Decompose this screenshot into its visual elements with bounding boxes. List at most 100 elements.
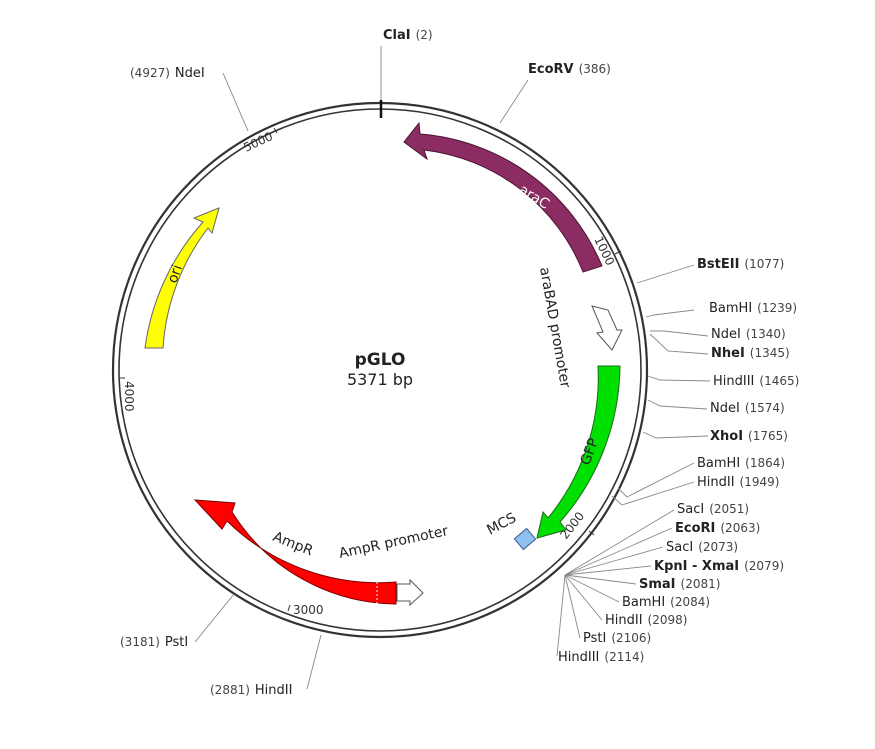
svg-text:XhoI(1765): XhoI (1765) — [710, 429, 788, 444]
restriction-site-saci[interactable]: SacI (2073) — [666, 540, 738, 555]
site-name: BamHI — [697, 456, 740, 471]
restriction-site-hindii[interactable]: HindII (1949) — [697, 475, 779, 490]
tick-label-3000: 3000 — [293, 603, 324, 617]
tick-mark-1000 — [614, 250, 622, 255]
site-position: (3181) — [120, 635, 160, 649]
restriction-site-clai[interactable]: ClaI (2) — [383, 28, 433, 43]
svg-text:BamHI(2084): BamHI (2084) — [622, 595, 710, 610]
svg-text:(3181)PstI: (3181) PstI — [120, 635, 188, 650]
site-name: HindIII — [713, 374, 754, 389]
site-position: (4927) — [130, 66, 170, 80]
restriction-site-xhoi[interactable]: XhoI (1765) — [710, 429, 788, 444]
site-position: (2084) — [670, 595, 710, 609]
site-name: XhoI — [710, 429, 743, 444]
site-position: (1574) — [745, 401, 785, 415]
restriction-site-ecori[interactable]: EcoRI (2063) — [675, 521, 760, 536]
site-name: BstEII — [697, 257, 739, 272]
restriction-site-hindii-2881[interactable]: (2881) HindII — [210, 683, 292, 698]
restriction-site-hindiii[interactable]: HindIII (2114) — [558, 650, 644, 665]
site-position: (1949) — [740, 475, 780, 489]
tick-mark-2000 — [588, 530, 595, 536]
svg-text:(2881)HindII: (2881) HindII — [210, 683, 292, 698]
site-position: (2073) — [698, 540, 738, 554]
site-position: (1345) — [750, 346, 790, 360]
svg-text:SacI(2073): SacI (2073) — [666, 540, 738, 555]
site-position: (2881) — [210, 683, 250, 697]
svg-text:ClaI(2): ClaI (2) — [383, 28, 433, 43]
arabad-promoter-label: araBAD promoter — [536, 266, 573, 389]
site-position: (1077) — [744, 257, 784, 271]
ampr-feature-arrow[interactable] — [193, 499, 397, 605]
site-name: NdeI — [711, 327, 741, 342]
restriction-site-bamhi[interactable]: BamHI (2084) — [622, 595, 710, 610]
ampr-promoter-arrow[interactable] — [396, 578, 424, 607]
ampr-promoter-label: AmpR promoter — [338, 523, 450, 562]
svg-text:EcoRV(386): EcoRV (386) — [528, 62, 611, 77]
site-leader-lines — [194, 46, 711, 690]
site-name: EcoRI — [675, 521, 715, 536]
restriction-site-psti[interactable]: PstI (2106) — [583, 631, 651, 646]
restriction-site-ecorv[interactable]: EcoRV (386) — [528, 62, 611, 77]
restriction-site-bamhi[interactable]: BamHI (1239) — [709, 301, 797, 316]
tick-mark-3000 — [287, 604, 291, 612]
svg-text:BamHI(1239): BamHI (1239) — [709, 301, 797, 316]
restriction-site-smai[interactable]: SmaI (2081) — [639, 577, 720, 592]
site-name: NdeI — [710, 401, 740, 416]
restriction-site-bamhi[interactable]: BamHI (1864) — [697, 456, 785, 471]
restriction-site-nhei[interactable]: NheI (1345) — [711, 346, 790, 361]
restriction-site-ndei-4927[interactable]: (4927) NdeI — [130, 66, 205, 81]
svg-text:BstEII(1077): BstEII (1077) — [697, 257, 784, 272]
svg-text:HindIII(1465): HindIII (1465) — [713, 374, 799, 389]
restriction-site-ndei[interactable]: NdeI (1340) — [711, 327, 786, 342]
tick-label-4000: 4000 — [122, 381, 136, 412]
svg-text:PstI(2106): PstI (2106) — [583, 631, 651, 646]
site-position: (2114) — [604, 650, 644, 664]
restriction-site-hindiii[interactable]: HindIII (1465) — [713, 374, 799, 389]
plasmid-name: pGLO — [355, 350, 406, 370]
site-position: (1340) — [746, 327, 786, 341]
restriction-site-ndei[interactable]: NdeI (1574) — [710, 401, 785, 416]
site-name: SmaI — [639, 577, 676, 592]
site-position: (1465) — [759, 374, 799, 388]
site-name: KpnI - XmaI — [654, 559, 739, 574]
restriction-site-hindii[interactable]: HindII (2098) — [605, 613, 687, 628]
site-name: HindIII — [558, 650, 599, 665]
svg-text:HindII(2098): HindII (2098) — [605, 613, 687, 628]
site-name: HindII — [697, 475, 735, 490]
arabad-promoter-arrow[interactable] — [591, 305, 623, 351]
svg-text:BamHI(1864): BamHI (1864) — [697, 456, 785, 471]
site-name: PstI — [165, 635, 188, 650]
arac-feature-arrow[interactable] — [403, 121, 603, 273]
svg-text:HindIII(2114): HindIII (2114) — [558, 650, 644, 665]
site-position: (2051) — [709, 502, 749, 516]
restriction-site-bsteii[interactable]: BstEII (1077) — [697, 257, 784, 272]
svg-text:EcoRI(2063): EcoRI (2063) — [675, 521, 760, 536]
tick-mark-5000 — [273, 127, 278, 134]
svg-text:NheI(1345): NheI (1345) — [711, 346, 790, 361]
site-position: (1864) — [745, 456, 785, 470]
ori-feature-label: ori — [165, 263, 186, 286]
site-position: (2098) — [648, 613, 688, 627]
mcs-feature-label: MCS — [484, 510, 519, 539]
plasmid-size: 5371 bp — [347, 370, 413, 389]
ampr-feature-label: AmpR — [271, 529, 316, 560]
svg-text:NdeI(1574): NdeI (1574) — [710, 401, 785, 416]
site-position: (2063) — [720, 521, 760, 535]
gfp-feature-arrow[interactable] — [536, 365, 621, 539]
mcs-feature-box[interactable] — [513, 527, 537, 551]
site-name: PstI — [583, 631, 606, 646]
site-position: (2079) — [744, 559, 784, 573]
restriction-site-saci[interactable]: SacI (2051) — [677, 502, 749, 517]
svg-text:(4927)NdeI: (4927) NdeI — [130, 66, 205, 81]
site-name: SacI — [677, 502, 704, 517]
site-name: HindII — [255, 683, 293, 698]
restriction-site-kpni-xmai[interactable]: KpnI - XmaI (2079) — [654, 559, 784, 574]
site-name: SacI — [666, 540, 693, 555]
svg-text:SacI(2051): SacI (2051) — [677, 502, 749, 517]
ori-feature-arrow[interactable] — [144, 207, 220, 349]
svg-text:KpnI - XmaI(2079): KpnI - XmaI (2079) — [654, 559, 784, 574]
site-name: HindII — [605, 613, 643, 628]
restriction-site-psti-3181[interactable]: (3181) PstI — [120, 635, 188, 650]
site-name: EcoRV — [528, 62, 574, 77]
